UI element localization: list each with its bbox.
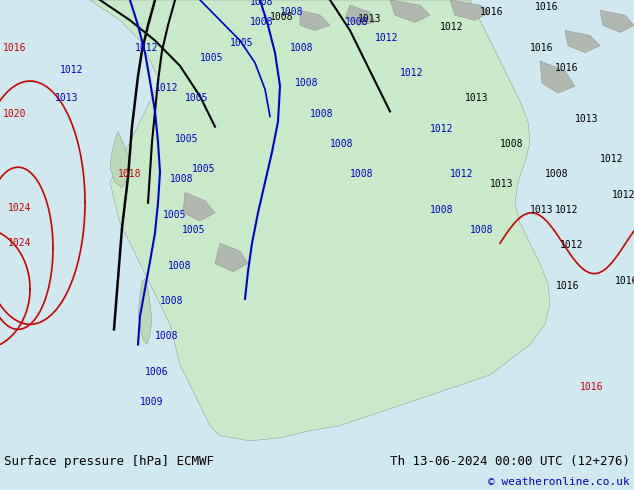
Text: 1005: 1005 (192, 164, 216, 174)
Polygon shape (600, 10, 634, 32)
Text: 1012: 1012 (430, 124, 453, 134)
Text: 1008: 1008 (170, 174, 193, 184)
Text: 1012: 1012 (375, 32, 399, 43)
Text: 1005: 1005 (182, 225, 205, 235)
Text: 1009: 1009 (140, 397, 164, 407)
Text: 1008: 1008 (250, 0, 273, 7)
Text: 1020: 1020 (3, 109, 27, 119)
Text: 1012: 1012 (60, 65, 84, 75)
Text: 1013: 1013 (385, 0, 408, 2)
Text: 1008: 1008 (168, 261, 191, 270)
Polygon shape (300, 10, 330, 30)
Text: 1008: 1008 (270, 12, 294, 22)
Text: 1012: 1012 (600, 154, 623, 164)
Text: 1016: 1016 (3, 43, 27, 52)
Text: 1005: 1005 (163, 210, 186, 220)
Text: 1008: 1008 (280, 7, 304, 17)
Text: 1005: 1005 (175, 134, 198, 144)
Text: 1016: 1016 (480, 7, 503, 17)
Text: 1013: 1013 (575, 114, 598, 123)
Text: 1016: 1016 (615, 276, 634, 286)
Text: 1008: 1008 (250, 17, 273, 27)
Text: 1012: 1012 (440, 23, 463, 32)
Text: 1008: 1008 (290, 43, 313, 52)
Text: 1005: 1005 (185, 93, 209, 103)
Text: 1008: 1008 (545, 170, 569, 179)
Text: 1008: 1008 (470, 225, 493, 235)
Text: 1012: 1012 (560, 240, 583, 250)
Text: 1008: 1008 (430, 205, 453, 215)
Polygon shape (450, 0, 490, 20)
Text: 1008: 1008 (330, 139, 354, 149)
Text: 1013: 1013 (465, 93, 489, 103)
Polygon shape (183, 193, 215, 221)
Text: 1016: 1016 (535, 2, 559, 12)
Text: 1024: 1024 (8, 238, 32, 248)
Text: 1013: 1013 (490, 179, 514, 190)
Text: 1008: 1008 (320, 0, 344, 2)
Text: Th 13-06-2024 00:00 UTC (12+276): Th 13-06-2024 00:00 UTC (12+276) (390, 455, 630, 468)
Text: 1016: 1016 (530, 43, 553, 52)
Text: 1012: 1012 (400, 68, 424, 78)
Text: 1012: 1012 (135, 43, 158, 52)
Text: 1013: 1013 (530, 205, 553, 215)
Text: 1005: 1005 (230, 38, 254, 48)
Text: 1012: 1012 (450, 170, 474, 179)
Text: 1016: 1016 (580, 382, 604, 392)
Text: 1008: 1008 (350, 170, 373, 179)
Text: 1016: 1016 (556, 281, 579, 291)
Text: Surface pressure [hPa] ECMWF: Surface pressure [hPa] ECMWF (4, 455, 214, 468)
Text: 1008: 1008 (160, 296, 183, 306)
Polygon shape (215, 243, 248, 271)
Text: 1005: 1005 (200, 53, 224, 63)
Polygon shape (110, 132, 130, 188)
Text: 1012: 1012 (555, 205, 578, 215)
Polygon shape (390, 0, 430, 22)
Text: 1016: 1016 (555, 63, 578, 73)
Polygon shape (565, 30, 600, 53)
Text: 1008: 1008 (345, 17, 368, 27)
Text: 1018: 1018 (118, 170, 141, 179)
Text: 1012: 1012 (612, 190, 634, 199)
Text: 1016: 1016 (430, 0, 453, 2)
Text: 1008: 1008 (500, 139, 524, 149)
Text: © weatheronline.co.uk: © weatheronline.co.uk (488, 477, 630, 487)
Polygon shape (345, 5, 375, 25)
Polygon shape (90, 0, 550, 441)
Text: 1013: 1013 (55, 93, 79, 103)
Polygon shape (540, 61, 575, 93)
Text: 1008: 1008 (155, 332, 179, 342)
Text: 1008: 1008 (310, 109, 333, 119)
Text: 1008: 1008 (295, 78, 318, 88)
Text: 1013: 1013 (358, 14, 382, 24)
Text: 1012: 1012 (155, 83, 179, 93)
Polygon shape (138, 279, 152, 344)
Text: 1024: 1024 (8, 203, 32, 213)
Text: 1006: 1006 (145, 367, 169, 377)
